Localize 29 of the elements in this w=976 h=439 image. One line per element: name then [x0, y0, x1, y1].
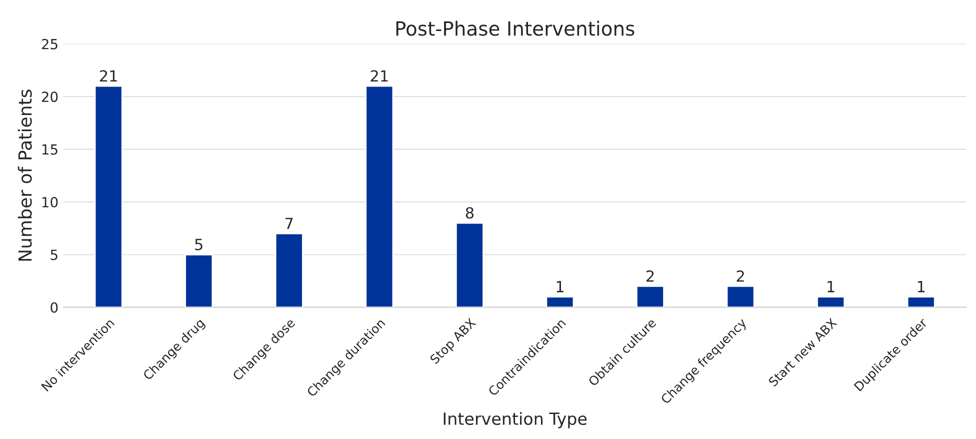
y-tick-label: 5 — [50, 250, 58, 260]
data-label: 21 — [100, 70, 117, 82]
bar — [274, 232, 304, 308]
y-tick-label: 10 — [42, 196, 58, 208]
data-label: 21 — [370, 70, 388, 82]
data-label: 1 — [556, 281, 564, 292]
y-tick-label: 25 — [42, 38, 58, 50]
y-tick-label: 15 — [42, 144, 58, 155]
chart-title: Post-Phase Interventions — [396, 20, 634, 36]
data-label: 1 — [918, 281, 925, 292]
bar — [726, 286, 755, 308]
y-tick-label: 0 — [50, 302, 58, 313]
bar — [546, 296, 574, 308]
bar — [636, 286, 664, 308]
bar — [816, 296, 846, 308]
y-tick-label: 20 — [42, 92, 58, 102]
bar — [94, 85, 123, 308]
data-label: 8 — [466, 207, 474, 219]
data-label: 1 — [828, 281, 834, 292]
bar — [906, 296, 936, 308]
bar — [455, 222, 484, 308]
y-axis-title: Number of Patients — [18, 90, 32, 261]
bar — [184, 254, 214, 308]
x-axis-title: Intervention Type — [444, 412, 587, 428]
bar — [365, 85, 394, 308]
data-label: 5 — [195, 238, 202, 250]
data-label: 2 — [736, 270, 744, 282]
data-label: 2 — [646, 270, 654, 282]
data-label: 7 — [286, 218, 293, 229]
